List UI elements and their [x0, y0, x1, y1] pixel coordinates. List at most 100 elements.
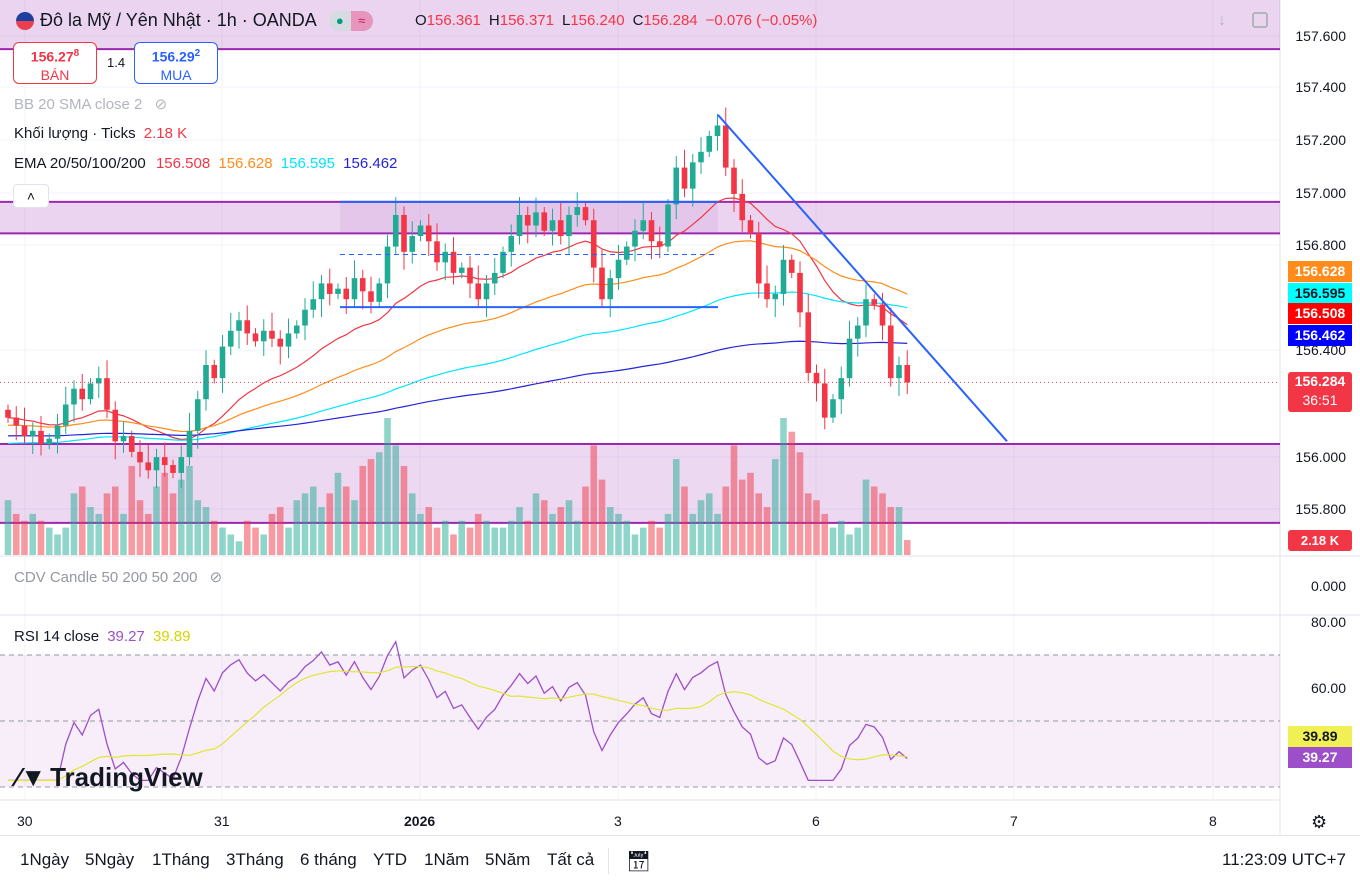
range-button[interactable]: 1Năm: [424, 850, 470, 869]
volume-bar: [37, 520, 45, 555]
volume-bar: [672, 459, 680, 555]
settings-gear-icon[interactable]: ⚙: [1311, 812, 1328, 832]
volume-bar: [458, 520, 466, 555]
ema50-line: [7, 240, 908, 433]
clock[interactable]: 11:23:09 UTC+7: [1222, 850, 1346, 869]
candle-body: [689, 162, 696, 189]
sell-button[interactable]: 156.278 BÁN: [13, 42, 97, 84]
volume-bar: [21, 520, 28, 555]
volume-bar: [524, 520, 532, 555]
candle-body: [409, 236, 416, 252]
scroll-down-icon[interactable]: ↓: [1218, 12, 1226, 29]
volume-bar: [219, 527, 226, 555]
volume-bar: [598, 479, 606, 555]
volume-bar: [788, 431, 796, 555]
collapse-legend-button[interactable]: ˄: [13, 184, 49, 208]
candle-body: [326, 283, 333, 294]
price-axis-label: 157.200: [1295, 132, 1346, 148]
candle-body: [384, 246, 391, 284]
legend-bb[interactable]: BB 20 SMA close 2 ⊘: [14, 96, 168, 113]
candle-body: [764, 283, 770, 300]
candle-body: [904, 365, 911, 383]
candle-body: [665, 204, 671, 247]
price-axis-label: 157.000: [1295, 185, 1346, 201]
volume-bar: [433, 527, 441, 555]
zone-top: [0, 0, 1280, 50]
candle-body: [648, 220, 655, 242]
open-dot-icon: ●: [328, 10, 351, 31]
volume-bar: [697, 500, 705, 555]
volume-bar: [474, 513, 482, 555]
eye-off-icon[interactable]: ⊘: [209, 569, 223, 586]
range-button[interactable]: 5Năm: [485, 850, 531, 869]
candle-body: [351, 278, 358, 300]
candle-body: [722, 125, 729, 168]
candle-body: [112, 409, 119, 442]
volume-bar: [260, 534, 268, 555]
eye-off-icon[interactable]: ⊘: [154, 96, 168, 113]
volume-bar: [202, 507, 210, 555]
range-button[interactable]: YTD: [373, 850, 407, 869]
candle-body: [178, 457, 185, 473]
range-button[interactable]: 5Ngày: [85, 850, 135, 869]
candle-body: [236, 320, 242, 331]
buy-button[interactable]: 156.292 MUA: [134, 42, 218, 84]
candle-body: [640, 220, 647, 231]
volume-bar: [359, 465, 367, 555]
volume-bar: [813, 500, 820, 555]
volume-bar: [54, 534, 61, 555]
volume-bar: [309, 486, 317, 555]
range-button[interactable]: Tất cả: [547, 850, 595, 869]
candle-body: [203, 365, 209, 400]
legend-volume[interactable]: Khối lượng · Ticks 2.18 K: [14, 125, 188, 142]
candle-body: [607, 278, 614, 300]
range-button[interactable]: 6 tháng: [300, 850, 357, 869]
volume-bar: [532, 493, 540, 555]
candle-body: [244, 320, 251, 334]
drawings[interactable]: [340, 114, 1008, 442]
zone-support: [0, 443, 1280, 523]
symbol-title[interactable]: Đô la Mỹ / Yên Nhật · 1h · OANDA ● ≈: [16, 10, 373, 31]
candle-body: [194, 399, 201, 431]
candle-body: [871, 299, 878, 305]
volume-bar: [161, 472, 169, 555]
zone-resistance: [0, 201, 1280, 234]
ema50-tag: 156.628: [1288, 261, 1352, 282]
candle-body: [219, 346, 226, 379]
volume-bar: [177, 479, 185, 555]
volume-bar: [417, 513, 424, 555]
candle-body: [681, 167, 688, 189]
volume-bar: [540, 500, 548, 555]
trendline: [717, 114, 1008, 442]
volume-bar: [763, 507, 771, 555]
candle-body: [310, 299, 317, 310]
candle-body: [516, 214, 523, 237]
market-status[interactable]: ● ≈: [328, 10, 373, 31]
candle-body: [574, 207, 581, 215]
volume-bar: [771, 459, 779, 555]
candle-body: [54, 425, 61, 439]
fullscreen-icon[interactable]: [1252, 12, 1268, 28]
candle-body: [293, 325, 300, 334]
candle-body: [731, 167, 737, 194]
candle-body: [656, 241, 663, 247]
volume-bar: [408, 493, 416, 555]
legend-rsi[interactable]: RSI 14 close 39.27 39.89: [14, 628, 191, 645]
range-button[interactable]: 3Tháng: [226, 850, 284, 869]
candle-body: [442, 251, 449, 263]
volume-bar: [565, 500, 573, 555]
volume-bar: [837, 520, 845, 555]
legend-cdv[interactable]: CDV Candle 50 200 50 200 ⊘: [14, 569, 223, 586]
volume-bar: [705, 493, 713, 555]
time-axis-label: 3: [614, 813, 622, 829]
price-axis-label: 156.400: [1295, 342, 1346, 358]
range-button[interactable]: 1Tháng: [152, 850, 210, 869]
legend-ema[interactable]: EMA 20/50/100/200 156.508 156.628 156.59…: [14, 155, 398, 172]
volume-bar: [45, 527, 53, 555]
calendar-icon[interactable]: 📅︎: [626, 851, 652, 873]
range-button[interactable]: 1Ngày: [20, 850, 70, 869]
volume-bar: [318, 507, 325, 555]
cdv-axis-label: 0.000: [1310, 578, 1346, 594]
volume-bar: [664, 513, 672, 555]
